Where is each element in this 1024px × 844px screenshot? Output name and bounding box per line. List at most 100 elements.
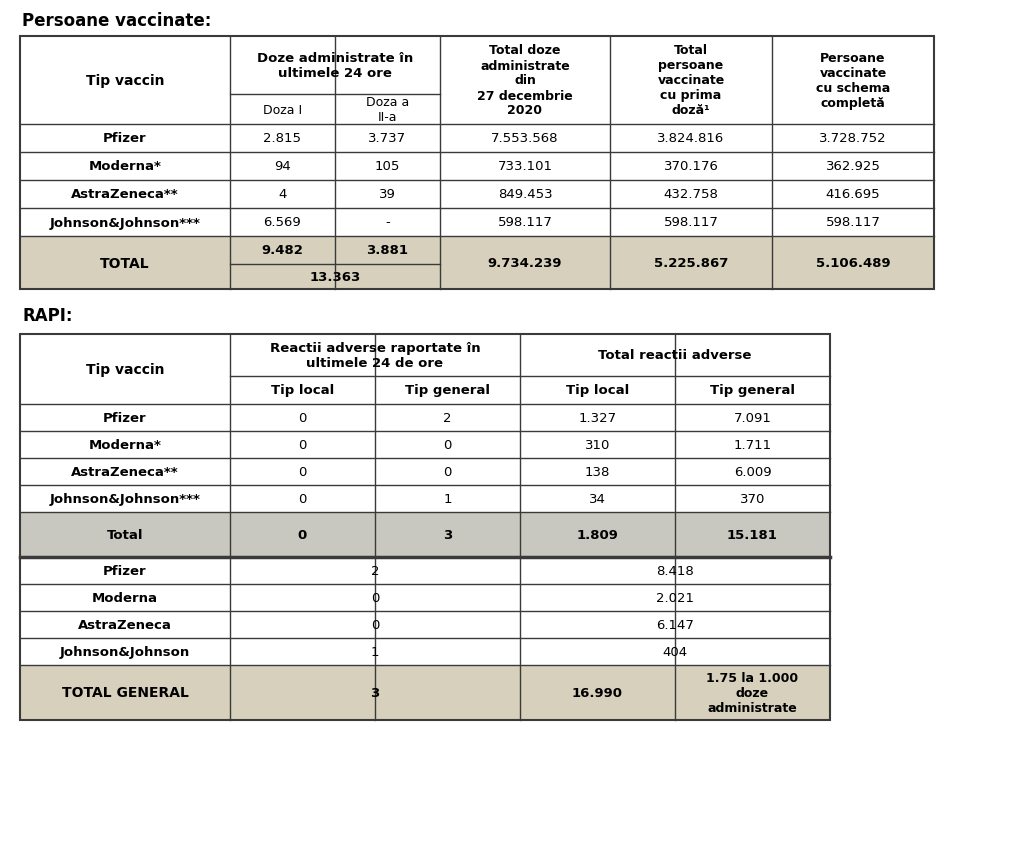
- Text: Total reactii adverse: Total reactii adverse: [598, 349, 752, 362]
- Text: 3.737: 3.737: [369, 133, 407, 145]
- Bar: [20, 557, 230, 584]
- Text: 1: 1: [443, 492, 452, 506]
- Bar: [335, 181, 440, 208]
- Bar: [772, 236, 934, 289]
- Bar: [675, 376, 830, 404]
- Text: 39: 39: [379, 188, 396, 201]
- Text: 3.824.816: 3.824.816: [657, 133, 725, 145]
- Bar: [675, 458, 830, 485]
- Text: Tip vaccin: Tip vaccin: [86, 363, 164, 376]
- Bar: [20, 37, 934, 289]
- Text: 13.363: 13.363: [309, 271, 360, 284]
- Bar: [610, 125, 772, 153]
- Bar: [20, 125, 230, 153]
- Text: 34: 34: [589, 492, 606, 506]
- Text: 0: 0: [443, 465, 452, 479]
- Text: 849.453: 849.453: [498, 188, 552, 201]
- Bar: [520, 485, 675, 512]
- Text: AstraZeneca: AstraZeneca: [78, 619, 172, 631]
- Bar: [440, 181, 610, 208]
- Text: Moderna: Moderna: [92, 592, 158, 604]
- Text: 370.176: 370.176: [664, 160, 719, 173]
- Text: 5.225.867: 5.225.867: [653, 257, 728, 270]
- Text: Total: Total: [106, 528, 143, 541]
- Text: 138: 138: [585, 465, 610, 479]
- Text: Reactii adverse raportate în
ultimele 24 de ore: Reactii adverse raportate în ultimele 24…: [269, 342, 480, 370]
- Text: 3.881: 3.881: [367, 244, 409, 257]
- Text: Pfizer: Pfizer: [103, 565, 146, 577]
- Bar: [520, 584, 830, 611]
- Bar: [772, 208, 934, 236]
- Text: Johnson&Johnson***: Johnson&Johnson***: [49, 492, 201, 506]
- Bar: [520, 557, 830, 584]
- Text: 0: 0: [298, 528, 307, 541]
- Text: -: -: [385, 216, 390, 230]
- Bar: [440, 125, 610, 153]
- Bar: [335, 208, 440, 236]
- Text: Persoane
vaccinate
cu schema
completă: Persoane vaccinate cu schema completă: [816, 52, 890, 110]
- Bar: [375, 376, 520, 404]
- Bar: [375, 404, 520, 431]
- Text: Total doze
administrate
din
27 decembrie
2020: Total doze administrate din 27 decembrie…: [477, 45, 572, 117]
- Bar: [230, 404, 375, 431]
- Text: 2.021: 2.021: [656, 592, 694, 604]
- Text: TOTAL: TOTAL: [100, 257, 150, 270]
- Bar: [20, 512, 230, 557]
- Text: 0: 0: [371, 619, 379, 631]
- Text: 3.728.752: 3.728.752: [819, 133, 887, 145]
- Bar: [375, 458, 520, 485]
- Bar: [520, 665, 675, 720]
- Text: Tip vaccin: Tip vaccin: [86, 74, 164, 88]
- Bar: [230, 376, 375, 404]
- Text: 0: 0: [298, 465, 306, 479]
- Bar: [520, 638, 830, 665]
- Text: Pfizer: Pfizer: [103, 133, 146, 145]
- Bar: [230, 611, 520, 638]
- Text: Persoane vaccinate:: Persoane vaccinate:: [22, 12, 211, 30]
- Bar: [520, 611, 830, 638]
- Bar: [20, 404, 230, 431]
- Bar: [335, 125, 440, 153]
- Bar: [230, 181, 335, 208]
- Bar: [230, 458, 375, 485]
- Text: Total
persoane
vaccinate
cu prima
doză¹: Total persoane vaccinate cu prima doză¹: [657, 45, 725, 117]
- Text: 3: 3: [442, 528, 453, 541]
- Bar: [675, 512, 830, 557]
- Text: 1: 1: [371, 645, 379, 658]
- Text: 432.758: 432.758: [664, 188, 719, 201]
- Bar: [20, 37, 230, 125]
- Bar: [440, 236, 610, 289]
- Text: 15.181: 15.181: [727, 528, 778, 541]
- Text: AstraZeneca**: AstraZeneca**: [72, 465, 179, 479]
- Text: 2: 2: [443, 412, 452, 425]
- Text: 310: 310: [585, 439, 610, 452]
- Text: 362.925: 362.925: [825, 160, 881, 173]
- Bar: [520, 431, 675, 458]
- Text: 7.553.568: 7.553.568: [492, 133, 559, 145]
- Bar: [230, 37, 440, 95]
- Bar: [610, 181, 772, 208]
- Bar: [335, 153, 440, 181]
- Text: 94: 94: [274, 160, 291, 173]
- Text: 598.117: 598.117: [664, 216, 719, 230]
- Text: 105: 105: [375, 160, 400, 173]
- Bar: [230, 512, 375, 557]
- Bar: [375, 431, 520, 458]
- Text: 9.482: 9.482: [261, 244, 303, 257]
- Bar: [375, 512, 520, 557]
- Bar: [20, 236, 230, 289]
- Text: 0: 0: [298, 439, 306, 452]
- Text: 598.117: 598.117: [825, 216, 881, 230]
- Text: 0: 0: [298, 412, 306, 425]
- Text: 1.75 la 1.000
doze
administrate: 1.75 la 1.000 doze administrate: [707, 671, 799, 714]
- Text: Johnson&Johnson: Johnson&Johnson: [59, 645, 190, 658]
- Bar: [20, 665, 230, 720]
- Bar: [520, 376, 675, 404]
- Text: Doza I: Doza I: [263, 103, 302, 116]
- Text: 404: 404: [663, 645, 687, 658]
- Bar: [230, 95, 335, 125]
- Bar: [20, 334, 830, 720]
- Bar: [20, 208, 230, 236]
- Text: 2.815: 2.815: [263, 133, 301, 145]
- Text: Tip local: Tip local: [271, 384, 334, 397]
